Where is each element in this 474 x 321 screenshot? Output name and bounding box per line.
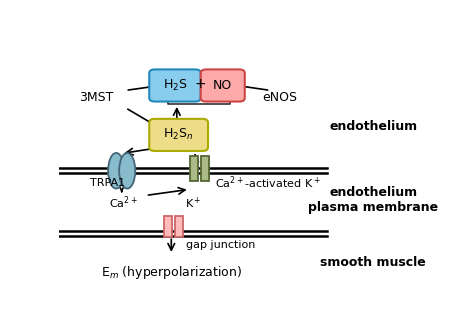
Ellipse shape [108,153,124,188]
FancyBboxPatch shape [149,69,201,101]
Text: eNOS: eNOS [262,91,297,104]
Bar [190,156,198,181]
Text: NO: NO [213,79,232,92]
Text: gap junction: gap junction [186,240,255,250]
Text: 3MST: 3MST [79,91,113,104]
Bar [175,216,183,238]
Text: TRPA1: TRPA1 [91,178,126,188]
Text: endothelium
plasma membrane: endothelium plasma membrane [308,187,438,214]
FancyBboxPatch shape [201,69,245,101]
Text: +: + [195,77,207,91]
Bar [201,156,209,181]
Text: K$^+$: K$^+$ [185,195,201,211]
Text: Ca$^{2+}$: Ca$^{2+}$ [109,195,138,211]
Text: smooth muscle: smooth muscle [320,256,426,269]
Text: Ca$^{2+}$-activated K$^+$: Ca$^{2+}$-activated K$^+$ [215,175,321,191]
Text: H$_2$S: H$_2$S [163,78,187,93]
Ellipse shape [119,153,135,188]
Bar [164,216,172,238]
Text: H$_2$S$_n$: H$_2$S$_n$ [164,127,194,143]
FancyBboxPatch shape [149,119,208,151]
Text: endothelium: endothelium [329,120,418,133]
Text: E$_m$ (hyperpolarization): E$_m$ (hyperpolarization) [101,264,242,281]
